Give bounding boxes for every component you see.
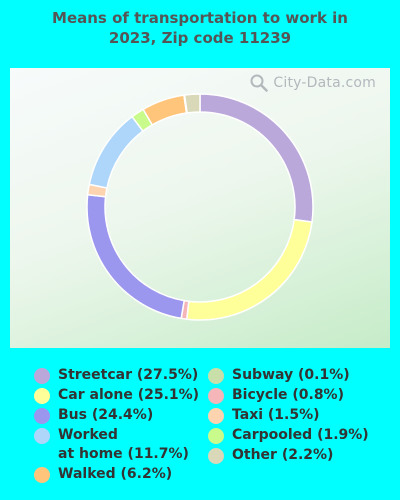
legend-label-line-2: at home (11.7%): [58, 446, 189, 462]
legend-item: Walked (6.2%): [34, 465, 199, 484]
legend-swatch: [208, 428, 224, 444]
legend-swatch: [208, 368, 224, 384]
legend-label: Car alone (25.1%): [58, 387, 200, 403]
legend-swatch: [208, 388, 224, 404]
legend-label: Other (2.2%): [232, 447, 334, 463]
legend-item: Car alone (25.1%): [34, 386, 199, 405]
legend-item: Worked at home (11.7%): [34, 426, 199, 464]
chart-title-line-1: Means of transportation to work in: [52, 9, 348, 27]
legend-item: Taxi (1.5%): [208, 406, 369, 425]
legend-label: Subway (0.1%): [232, 367, 350, 383]
legend-label: Bus (24.4%): [58, 407, 154, 423]
donut-chart: [86, 93, 314, 321]
legend-label: Worked: [58, 427, 118, 443]
legend-item: Bus (24.4%): [34, 406, 199, 425]
legend-swatch: [34, 408, 50, 424]
chart-title-line-2: 2023, Zip code 11239: [108, 29, 292, 47]
legend-item: Subway (0.1%): [208, 366, 369, 385]
donut-slice-worked-at-home: [88, 115, 144, 189]
legend-item: Bicycle (0.8%): [208, 386, 369, 405]
legend-swatch: [34, 388, 50, 404]
donut-slice-other: [183, 93, 201, 114]
legend-item: Other (2.2%): [208, 446, 369, 465]
legend-swatch: [34, 368, 50, 384]
magnifier-icon: [250, 74, 269, 92]
legend-swatch: [208, 408, 224, 424]
legend-label: Taxi (1.5%): [232, 407, 320, 423]
legend-swatch: [34, 467, 50, 483]
chart-panel: City-Data.com: [10, 68, 390, 348]
legend-label: Bicycle (0.8%): [232, 387, 344, 403]
legend-column-right: Subway (0.1%) Bicycle (0.8%) Taxi (1.5%) Ca…: [208, 366, 369, 466]
donut-slice-walked: [142, 94, 188, 126]
donut-slice-streetcar: [199, 93, 314, 223]
legend-label: Streetcar (27.5%): [58, 367, 199, 383]
legend-item: Carpooled (1.9%): [208, 426, 369, 445]
donut-slice-bus: [86, 193, 186, 320]
legend-swatch: [34, 428, 50, 444]
legend-column-left: Streetcar (27.5%) Car alone (25.1%) Bus (2…: [34, 366, 199, 485]
watermark-text: City-Data.com: [273, 75, 376, 91]
legend-label: Walked (6.2%): [58, 466, 173, 482]
legend-swatch: [208, 448, 224, 464]
legend-item: Streetcar (27.5%): [34, 366, 199, 385]
legend-label: Carpooled (1.9%): [232, 427, 369, 443]
chart-title: Means of transportation to work in 2023,…: [0, 8, 400, 48]
donut-slice-car-alone: [185, 218, 313, 321]
watermark: City-Data.com: [250, 74, 376, 92]
